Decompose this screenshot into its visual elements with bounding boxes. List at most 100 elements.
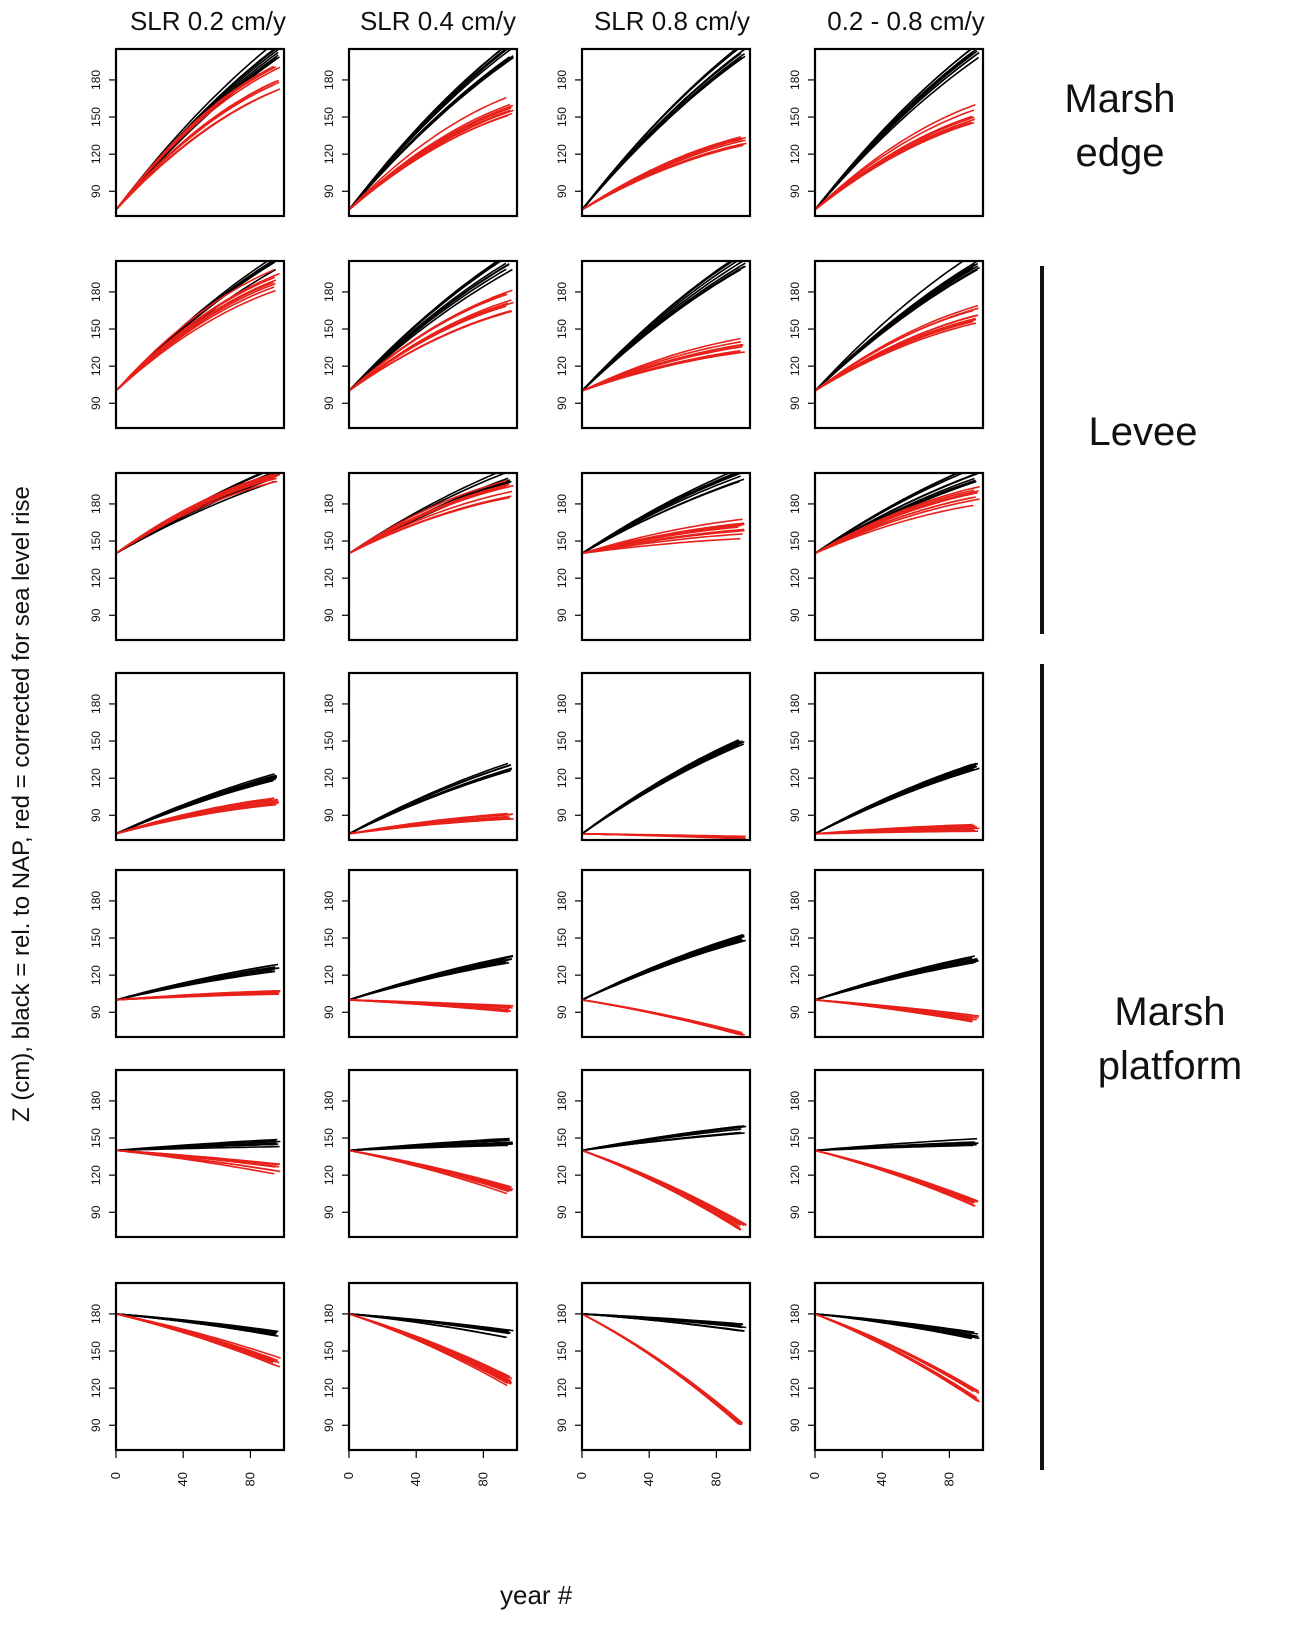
series-slr-corrected-line	[815, 109, 975, 211]
x-tick-label: 80	[475, 1472, 490, 1486]
series-slr-corrected-line	[349, 812, 508, 835]
y-tick-label: 180	[322, 70, 336, 90]
panel-lines	[815, 49, 980, 211]
y-tick-label: 150	[322, 531, 336, 551]
series-slr-corrected-line	[582, 1149, 742, 1231]
y-tick-label: 90	[89, 396, 103, 410]
y-tick-label: 90	[89, 608, 103, 622]
panel-frame	[813, 471, 985, 642]
y-axis-label: Z (cm), black = rel. to NAP, red = corre…	[8, 486, 35, 1122]
marsh-platform-bracket	[1040, 664, 1044, 1470]
series-slr-corrected-line	[815, 1313, 980, 1394]
y-tick-label: 180	[555, 1091, 569, 1111]
group-label-marsh-platform: Marsh platform	[1075, 985, 1265, 1093]
series-rel-nap-line	[815, 762, 979, 835]
series-rel-nap-line	[582, 265, 745, 392]
y-tick-label: 180	[555, 694, 569, 714]
panel-lines	[815, 1313, 981, 1403]
series-slr-corrected-line	[582, 337, 741, 392]
series-rel-nap-line	[582, 49, 738, 211]
panel-r4-c1: 90 120 150 180	[89, 671, 286, 842]
y-tick-label: 120	[89, 356, 103, 376]
y-tick-label: 120	[89, 1378, 103, 1398]
panel-lines	[815, 473, 980, 555]
series-slr-corrected-line	[815, 1313, 977, 1399]
series-rel-nap-line	[349, 1313, 506, 1339]
y-tick-label: 180	[89, 282, 103, 302]
y-tick-label: 90	[555, 396, 569, 410]
y-tick-label: 150	[322, 1128, 336, 1148]
panel-frame	[347, 47, 519, 218]
panel-frame	[347, 1281, 519, 1452]
series-slr-corrected-line	[116, 1149, 281, 1173]
panel-r7-c3: 90 120 150 180 0 40 80	[555, 1281, 752, 1486]
series-slr-corrected-line	[815, 116, 973, 211]
x-tick-label: 80	[242, 1472, 257, 1486]
series-slr-corrected-line	[582, 833, 746, 838]
y-tick-label: 180	[89, 1304, 103, 1324]
y-tick-label: 120	[322, 768, 336, 788]
series-rel-nap-line	[582, 265, 746, 392]
panel-r7-c4: 90 120 150 180 0 40 80	[788, 1281, 985, 1486]
series-rel-nap-line	[815, 1141, 975, 1152]
y-tick-label: 90	[322, 1418, 336, 1432]
panel-frame	[114, 671, 286, 842]
panel-r1-c4: 90 120 150 180	[788, 47, 985, 218]
y-tick-label: 120	[788, 1378, 802, 1398]
series-slr-corrected-line	[815, 489, 975, 555]
y-tick-label: 150	[89, 731, 103, 751]
panel-r3-c3: 90 120 150 180	[555, 471, 752, 642]
series-rel-nap-line	[815, 1313, 973, 1340]
panel-frame	[580, 471, 752, 642]
panel-lines	[815, 261, 980, 392]
series-rel-nap-line	[349, 1313, 510, 1335]
series-slr-corrected-line	[815, 309, 974, 392]
y-tick-label: 90	[555, 184, 569, 198]
series-slr-corrected-line	[815, 1313, 975, 1393]
panel-lines	[116, 1313, 281, 1368]
y-tick-label: 180	[322, 494, 336, 514]
x-tick-label: 80	[941, 1472, 956, 1486]
y-tick-label: 150	[555, 107, 569, 127]
series-slr-corrected-line	[116, 66, 281, 211]
panel-lines	[582, 933, 747, 1036]
group-label-levee: Levee	[1068, 405, 1218, 459]
series-rel-nap-line	[815, 266, 974, 392]
panel-r5-c2: 90 120 150 180	[322, 868, 519, 1039]
panel-lines	[349, 1137, 514, 1195]
series-rel-nap-line	[116, 473, 281, 555]
panel-lines	[116, 473, 281, 555]
column-title-slr-range: 0.2 - 0.8 cm/y	[827, 6, 985, 36]
y-tick-label: 120	[322, 144, 336, 164]
series-rel-nap-line	[349, 262, 507, 392]
panel-frame	[347, 868, 519, 1039]
y-tick-label: 90	[788, 1205, 802, 1219]
y-tick-label: 90	[555, 1005, 569, 1019]
series-rel-nap-line	[815, 961, 975, 1001]
series-slr-corrected-line	[116, 803, 277, 835]
panel-lines	[582, 473, 745, 555]
series-slr-corrected-line	[582, 518, 743, 555]
y-tick-label: 150	[322, 319, 336, 339]
y-tick-label: 180	[788, 891, 802, 911]
panel-r2-c2: 90 120 150 180	[322, 259, 519, 430]
series-rel-nap-line	[582, 1131, 741, 1152]
y-tick-label: 150	[788, 731, 802, 751]
panel-r7-c2: 90 120 150 180 0 40 80	[322, 1281, 519, 1486]
panel-lines	[116, 963, 281, 1001]
series-slr-corrected-line	[815, 999, 977, 1021]
y-tick-label: 150	[89, 928, 103, 948]
series-slr-corrected-line	[815, 1313, 980, 1402]
y-tick-label: 150	[788, 531, 802, 551]
y-tick-label: 150	[555, 531, 569, 551]
series-slr-corrected-line	[582, 533, 743, 555]
panel-lines	[349, 762, 514, 835]
y-tick-label: 150	[89, 1128, 103, 1148]
y-tick-label: 90	[555, 1205, 569, 1219]
series-rel-nap-line	[582, 261, 745, 392]
y-tick-label: 180	[788, 494, 802, 514]
series-rel-nap-line	[582, 473, 741, 555]
series-slr-corrected-line	[349, 292, 506, 392]
group-label-marsh-platform-line1: Marsh	[1114, 990, 1226, 1034]
series-slr-corrected-line	[582, 142, 747, 211]
